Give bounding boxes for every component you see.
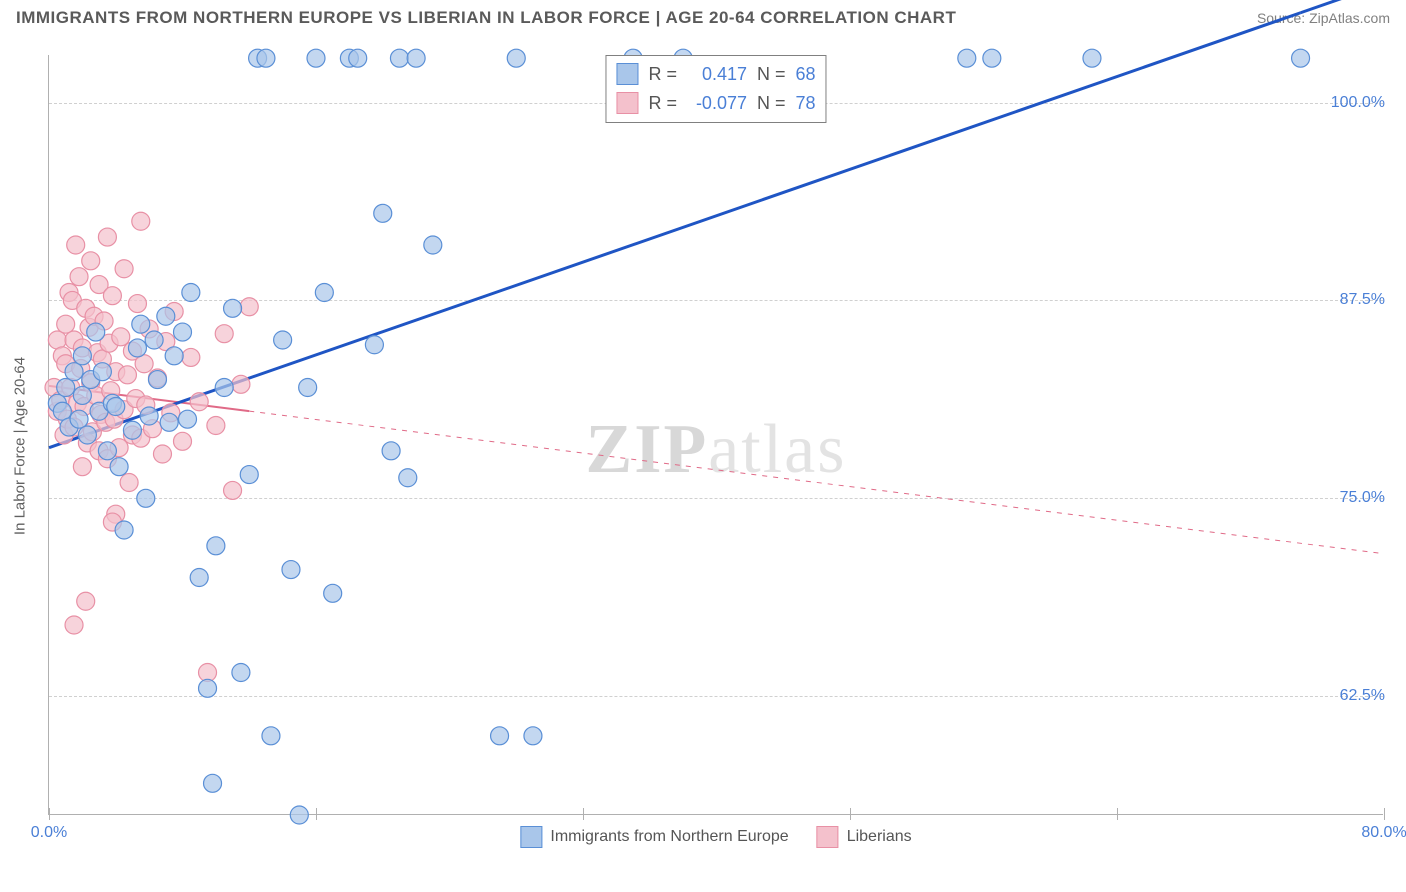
legend-n-blue: 68 — [796, 60, 816, 89]
legend-r-pink: -0.077 — [687, 89, 747, 118]
swatch-blue-bottom — [520, 826, 542, 848]
y-tick-label: 75.0% — [1340, 489, 1385, 507]
series-legend: Immigrants from Northern Europe Liberian… — [520, 826, 911, 848]
legend-n-label: N = — [757, 60, 786, 89]
legend-n-pink: 78 — [796, 89, 816, 118]
swatch-pink — [616, 92, 638, 114]
legend-r-blue: 0.417 — [687, 60, 747, 89]
source-attribution: Source: ZipAtlas.com — [1257, 10, 1390, 26]
legend-row-blue: R = 0.417 N = 68 — [616, 60, 815, 89]
legend-r-label-2: R = — [648, 89, 677, 118]
legend-label-pink: Liberians — [847, 828, 912, 846]
y-tick-label: 62.5% — [1340, 687, 1385, 705]
legend-label-blue: Immigrants from Northern Europe — [550, 828, 788, 846]
x-tick-label: 80.0% — [1361, 824, 1406, 842]
legend-item-blue: Immigrants from Northern Europe — [520, 826, 788, 848]
legend-r-label: R = — [648, 60, 677, 89]
swatch-blue — [616, 63, 638, 85]
y-axis-label: In Labor Force | Age 20-64 — [12, 357, 29, 535]
x-tick-label: 0.0% — [31, 824, 67, 842]
legend-n-label-2: N = — [757, 89, 786, 118]
chart-title: IMMIGRANTS FROM NORTHERN EUROPE VS LIBER… — [16, 8, 956, 28]
swatch-pink-bottom — [817, 826, 839, 848]
y-tick-label: 100.0% — [1331, 94, 1385, 112]
legend-item-pink: Liberians — [817, 826, 912, 848]
correlation-legend: R = 0.417 N = 68 R = -0.077 N = 78 — [605, 55, 826, 123]
y-tick-label: 87.5% — [1340, 291, 1385, 309]
source-name: ZipAtlas.com — [1309, 10, 1390, 26]
legend-row-pink: R = -0.077 N = 78 — [616, 89, 815, 118]
scatter-svg — [49, 55, 1383, 814]
chart-plot-area: ZIPatlas R = 0.417 N = 68 R = -0.077 N =… — [48, 55, 1383, 815]
